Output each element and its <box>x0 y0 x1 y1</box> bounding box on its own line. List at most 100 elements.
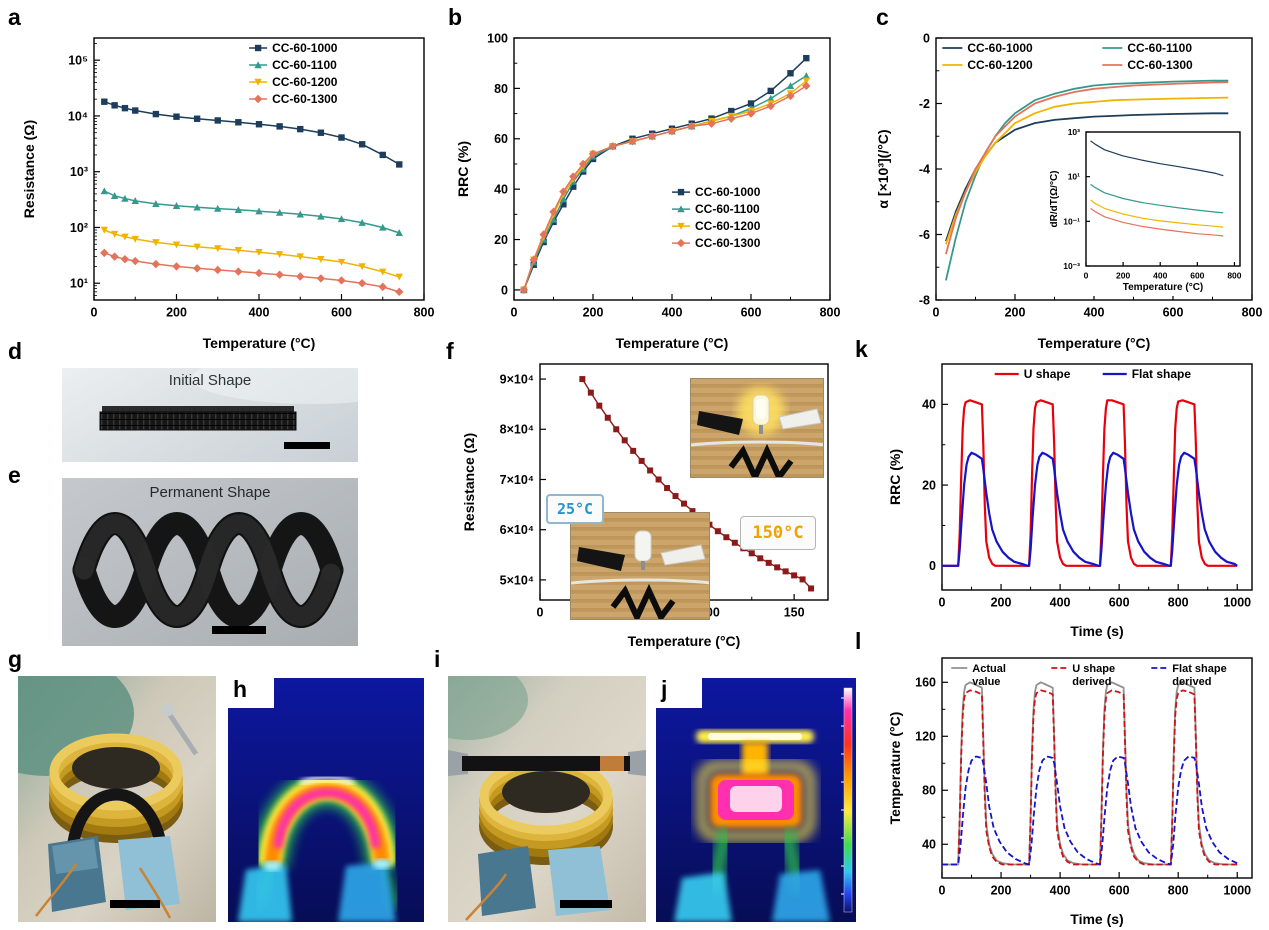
copper-wire <box>138 867 172 919</box>
permanent-shape-scene <box>72 512 344 634</box>
svg-text:α [×10³](/°C): α [×10³](/°C) <box>875 129 891 208</box>
svg-text:600: 600 <box>1109 596 1130 610</box>
inset-150c-scene <box>691 387 823 477</box>
svg-text:RRC (%): RRC (%) <box>455 141 471 197</box>
hot-halo <box>697 761 815 841</box>
copper-wire <box>465 873 508 921</box>
clamp-right <box>548 846 610 916</box>
panel-label-l: l <box>855 628 862 654</box>
cold-clamp-left <box>674 872 732 922</box>
svg-text:Time (s): Time (s) <box>1070 623 1123 639</box>
black-clip <box>577 547 625 571</box>
svg-text:6×10⁴: 6×10⁴ <box>500 523 534 537</box>
contact-spot <box>373 859 391 869</box>
svg-text:800: 800 <box>1168 884 1189 898</box>
svg-text:CC-60-1300: CC-60-1300 <box>1127 58 1193 72</box>
temperature-display-25c: 25°C <box>546 494 604 524</box>
svg-text:9×10⁴: 9×10⁴ <box>500 372 534 386</box>
wave-ribs <box>74 514 342 626</box>
chart-a-resistance-vs-temperature: 0 200 400 600 800 10¹ 10² 10³ 10⁴ 10⁵ Temperature … <box>21 37 434 351</box>
metal-clip-right <box>628 750 646 776</box>
photo-d-caption: Initial Shape <box>168 372 252 389</box>
background-object <box>448 676 528 740</box>
svg-text:600: 600 <box>1190 271 1204 281</box>
thermal-flat-scene <box>674 687 853 922</box>
led-pin <box>759 425 763 434</box>
svg-text:60: 60 <box>494 132 508 146</box>
white-cable <box>691 440 823 447</box>
hot-blob-core <box>730 786 782 812</box>
scale-bar <box>284 442 330 449</box>
screw-head <box>162 704 174 716</box>
svg-text:800: 800 <box>1242 306 1263 320</box>
panel-label-f: f <box>446 338 454 364</box>
scale-bar <box>110 900 160 908</box>
photo-device-flat-shape <box>448 676 646 922</box>
svg-text:0: 0 <box>511 306 518 320</box>
hot-bar-core <box>708 733 802 740</box>
white-clip <box>660 544 706 566</box>
panel-label-b: b <box>448 4 463 30</box>
thermal-u-scene <box>238 770 402 922</box>
svg-text:200: 200 <box>1116 271 1130 281</box>
svg-text:CC-60-1000: CC-60-1000 <box>967 41 1033 55</box>
copper-tape <box>600 756 624 771</box>
svg-text:-6: -6 <box>919 228 930 242</box>
svg-text:CC-60-1200: CC-60-1200 <box>967 58 1033 72</box>
coil-core <box>502 771 590 813</box>
thermal-image-flat-shape <box>656 678 856 922</box>
svg-text:Temperature (°C): Temperature (°C) <box>1123 282 1204 293</box>
u-shape-sample <box>66 788 168 862</box>
svg-text:CC-60-1300: CC-60-1300 <box>695 236 761 250</box>
flat-sample-bar <box>462 756 630 771</box>
inset-photo-25c <box>570 512 710 620</box>
svg-text:Time (s): Time (s) <box>1070 911 1123 927</box>
svg-text:400: 400 <box>1050 884 1071 898</box>
initial-shape-scene <box>99 368 358 449</box>
thermal-arc-hottest <box>273 788 381 849</box>
dish-highlight <box>192 368 358 404</box>
svg-text:10¹: 10¹ <box>1068 172 1080 182</box>
svg-text:RRC (%): RRC (%) <box>887 449 903 505</box>
device-flat-scene <box>448 676 646 921</box>
svg-text:0: 0 <box>923 31 930 45</box>
led-lamp-off <box>634 530 652 562</box>
svg-text:800: 800 <box>820 306 841 320</box>
svg-text:CC-60-1200: CC-60-1200 <box>272 75 338 89</box>
photo-e-caption: Permanent Shape <box>149 484 271 501</box>
panel-label-i: i <box>434 646 441 672</box>
photo-initial-shape: Initial Shape <box>62 368 358 462</box>
svg-text:10⁴: 10⁴ <box>68 109 88 123</box>
chart-k-rrc-vs-time: 0 200 400 600 800 1000 0 20 40 Time (s) RRC (%) U s… <box>887 363 1253 639</box>
svg-text:Resistance (Ω): Resistance (Ω) <box>21 120 37 218</box>
svg-text:0: 0 <box>91 306 98 320</box>
chart-l-temperature-vs-time: 0 200 400 600 800 1000 40 80 120 160 Time (s) Tempe… <box>887 657 1253 927</box>
svg-text:160: 160 <box>915 676 936 690</box>
svg-text:Temperature (°C): Temperature (°C) <box>203 335 316 351</box>
svg-text:40: 40 <box>922 838 936 852</box>
zigzag-sample <box>728 443 794 477</box>
svg-text:CC-60-1000: CC-60-1000 <box>695 185 761 199</box>
led-pin <box>641 561 645 570</box>
svg-text:1000: 1000 <box>1223 596 1251 610</box>
metal-rod <box>165 710 199 756</box>
panel-label-c: c <box>876 4 889 30</box>
svg-text:200: 200 <box>991 596 1012 610</box>
chart-c-tcr-vs-temperature: 0 200 400 600 800 0 -2 -4 -6 -8 Temperature (°C) α … <box>875 31 1263 351</box>
clamp-left <box>478 846 536 916</box>
scale-bar <box>212 626 266 634</box>
svg-text:600: 600 <box>1109 884 1130 898</box>
svg-text:100: 100 <box>487 31 508 45</box>
thermal-image-u-shape <box>228 678 424 922</box>
svg-text:200: 200 <box>166 306 187 320</box>
svg-text:800: 800 <box>1227 271 1241 281</box>
svg-text:20: 20 <box>494 233 508 247</box>
photo-device-u-shape <box>18 676 216 922</box>
svg-text:Flat shape: Flat shape <box>1132 367 1192 381</box>
svg-text:600: 600 <box>741 306 762 320</box>
svg-text:40: 40 <box>494 183 508 197</box>
